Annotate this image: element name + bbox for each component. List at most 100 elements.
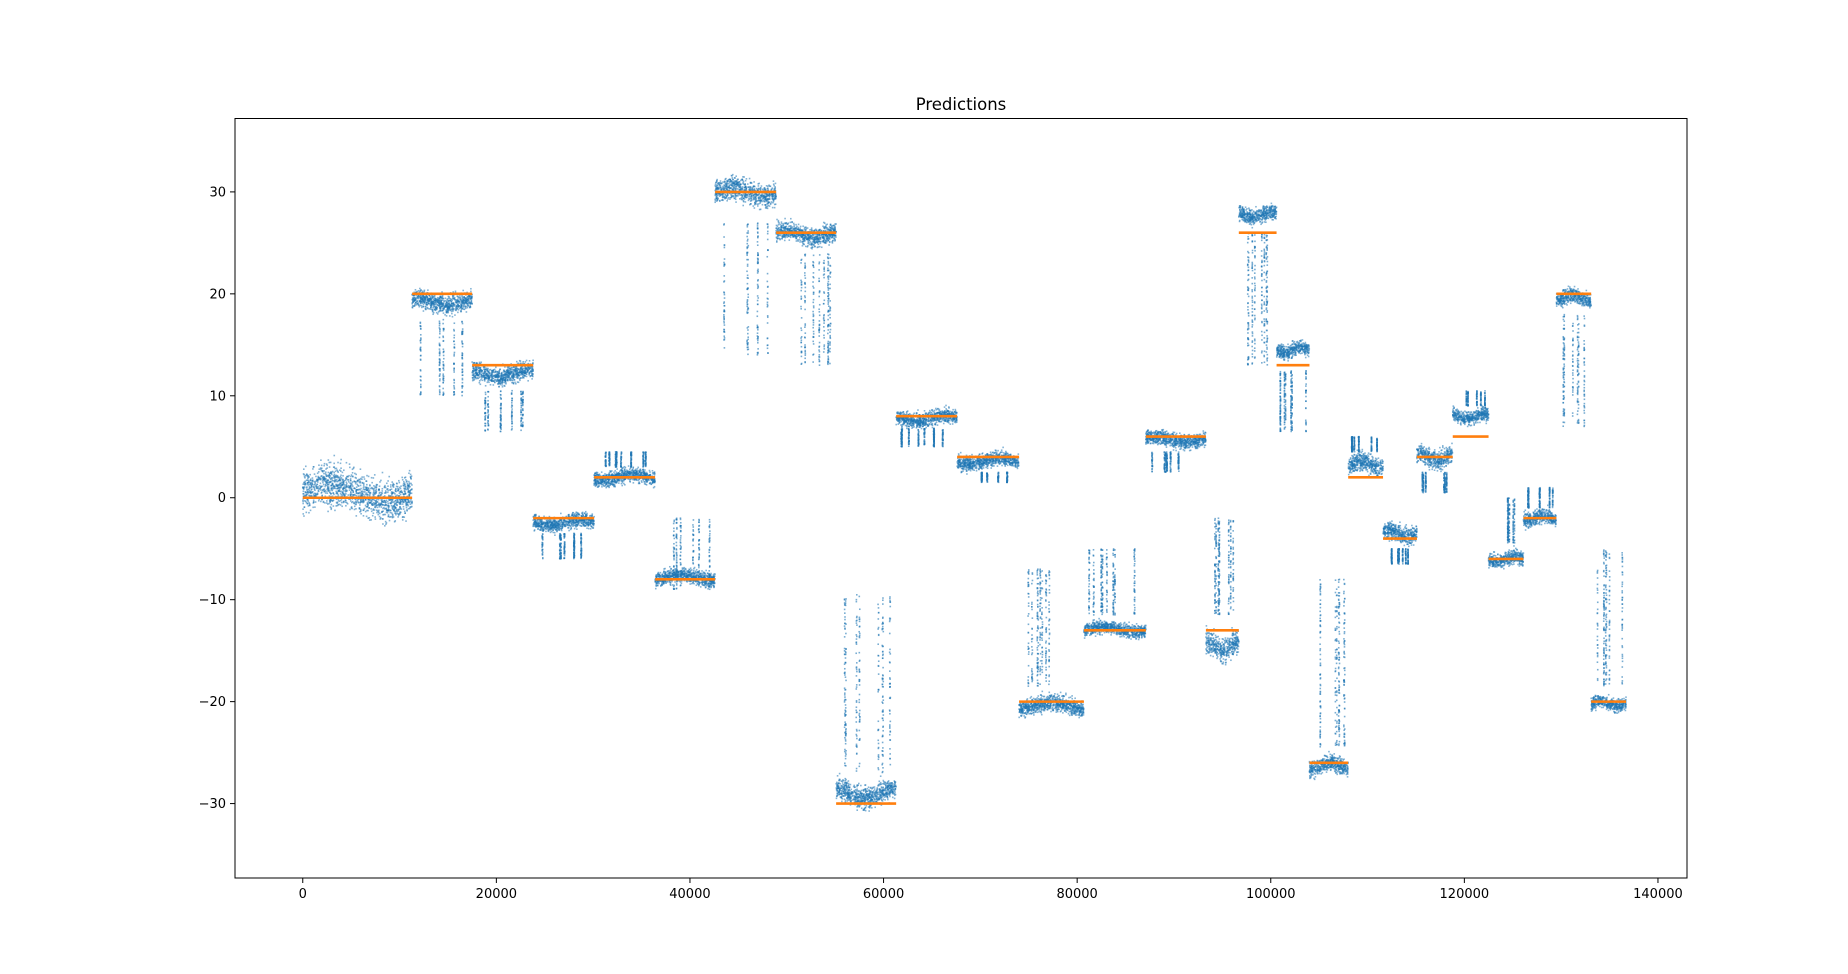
prediction-point [332, 505, 335, 507]
prediction-point [391, 491, 394, 494]
prediction-point [556, 530, 558, 532]
prediction-point [324, 492, 327, 494]
prediction-point [303, 481, 306, 484]
prediction-point [386, 488, 388, 490]
prediction-point [302, 499, 304, 502]
prediction-point [377, 510, 380, 513]
prediction-point [379, 518, 382, 520]
prediction-point [333, 476, 336, 478]
prediction-point [327, 488, 330, 491]
prediction-outlier-point [442, 348, 445, 351]
prediction-point [409, 473, 412, 476]
prediction-point [309, 495, 312, 497]
prediction-point [318, 485, 321, 487]
prediction-outlier-point [442, 318, 445, 321]
prediction-point [361, 492, 364, 494]
prediction-point [384, 513, 387, 516]
prediction-point [372, 477, 375, 479]
prediction-outlier-point [461, 368, 464, 371]
prediction-outlier-point [484, 393, 487, 396]
prediction-outlier-point [573, 550, 576, 553]
prediction-point [445, 301, 448, 303]
prediction-point [304, 482, 307, 485]
prediction-point [372, 498, 375, 501]
prediction-point [429, 298, 432, 301]
prediction-point [361, 476, 363, 478]
prediction-point [549, 527, 552, 530]
prediction-point [314, 495, 316, 497]
prediction-outlier-point [461, 387, 463, 389]
prediction-outlier-point [522, 403, 524, 406]
prediction-point [333, 485, 335, 488]
prediction-point [561, 525, 564, 528]
prediction-point [544, 522, 546, 524]
prediction-point [357, 485, 360, 487]
prediction-point [373, 503, 375, 505]
prediction-outlier-point [453, 382, 456, 384]
prediction-point [316, 483, 318, 486]
prediction-point [314, 482, 316, 484]
prediction-point [403, 510, 406, 513]
prediction-point [353, 466, 355, 469]
prediction-point [570, 527, 573, 529]
prediction-point [373, 504, 376, 506]
prediction-point [439, 307, 441, 309]
prediction-point [514, 367, 517, 370]
prediction-point [335, 480, 338, 483]
prediction-outlier-point [487, 410, 490, 413]
prediction-point [411, 502, 413, 505]
prediction-point [396, 494, 398, 496]
prediction-point [515, 382, 517, 385]
prediction-point [352, 467, 355, 470]
prediction-point [431, 296, 434, 299]
prediction-point [586, 512, 588, 515]
prediction-outlier-point [563, 542, 566, 545]
prediction-point [398, 513, 400, 516]
prediction-point [426, 303, 429, 306]
prediction-outlier-point [573, 537, 575, 540]
prediction-point [337, 493, 339, 496]
prediction-point [323, 478, 325, 480]
prediction-point [351, 489, 354, 492]
prediction-point [570, 524, 572, 527]
prediction-point [385, 501, 387, 503]
prediction-point [560, 512, 562, 515]
prediction-outlier-point [563, 557, 566, 559]
prediction-point [340, 486, 342, 489]
prediction-point [429, 308, 432, 311]
prediction-point [393, 509, 395, 512]
prediction-point [498, 375, 501, 378]
prediction-point [459, 295, 461, 297]
prediction-outlier-point [522, 391, 524, 394]
prediction-point [469, 306, 471, 309]
prediction-point [651, 469, 654, 472]
prediction-point [407, 499, 410, 501]
prediction-point [374, 506, 376, 508]
prediction-point [350, 491, 352, 494]
prediction-point [467, 305, 469, 308]
prediction-outlier-point [541, 536, 544, 539]
prediction-point [414, 288, 417, 291]
prediction-point [401, 498, 403, 501]
prediction-point [363, 490, 365, 493]
prediction-point [372, 487, 374, 490]
prediction-point [407, 501, 410, 503]
prediction-point [392, 484, 395, 486]
prediction-point [402, 498, 404, 501]
prediction-point [340, 482, 342, 485]
prediction-point [378, 495, 381, 498]
prediction-point [319, 467, 322, 469]
prediction-point [531, 378, 533, 380]
prediction-point [344, 491, 347, 493]
prediction-point [503, 369, 505, 372]
prediction-point [382, 518, 384, 520]
prediction-outlier-point [573, 541, 575, 543]
prediction-point [359, 468, 362, 470]
prediction-point [349, 482, 351, 484]
prediction-point [321, 467, 323, 470]
prediction-point [570, 514, 573, 517]
prediction-point [504, 372, 507, 375]
prediction-outlier-point [541, 545, 544, 547]
prediction-point [381, 487, 384, 490]
